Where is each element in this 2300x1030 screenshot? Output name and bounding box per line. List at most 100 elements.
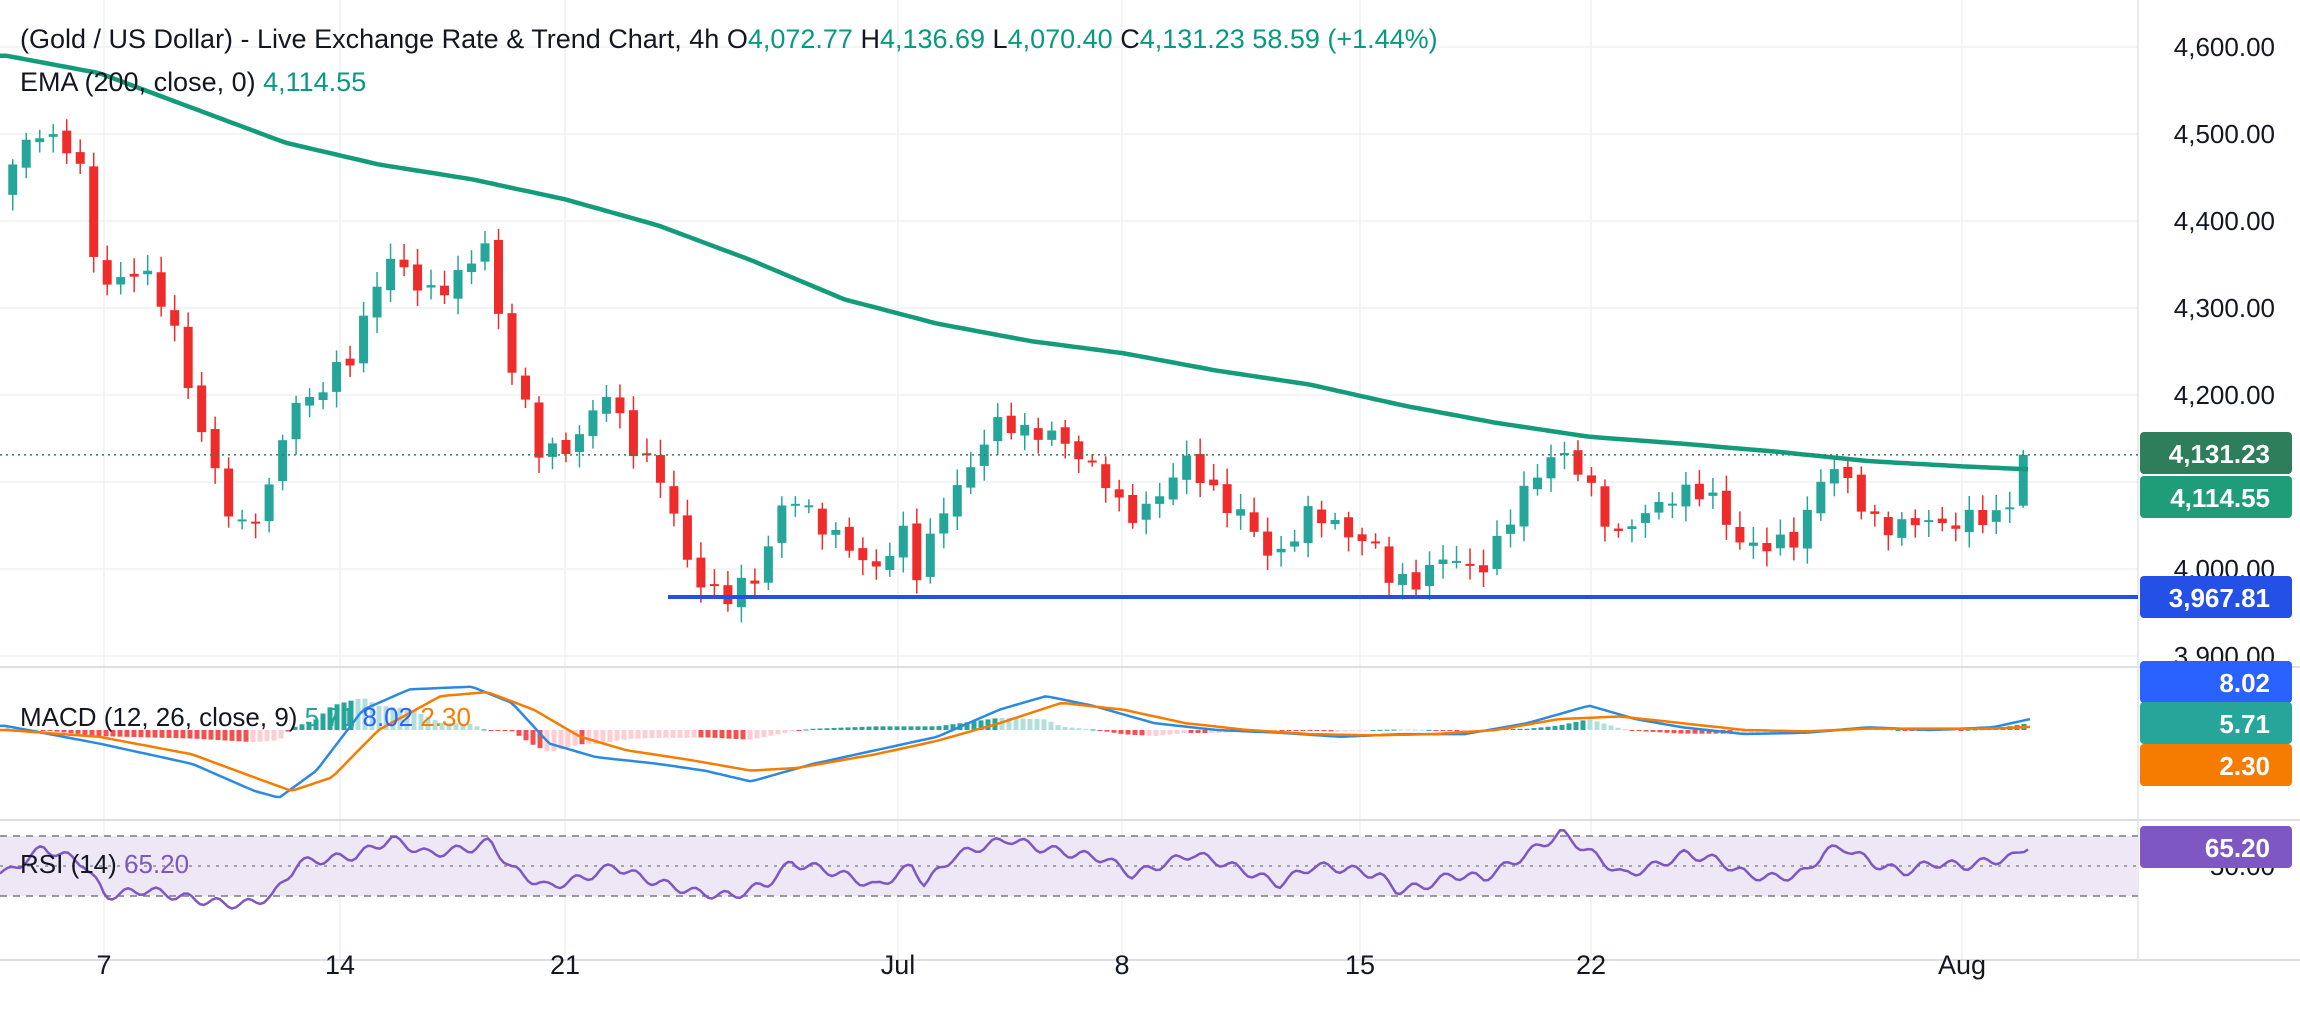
- macd-histogram-bar: [1405, 729, 1411, 731]
- candle-body: [561, 439, 571, 454]
- candle-body: [156, 272, 166, 307]
- support-price-tag: 3,967.81: [2169, 583, 2270, 613]
- macd-histogram-bar: [817, 728, 823, 730]
- candle-body: [170, 310, 180, 326]
- rsi-legend-value: 65.20: [124, 849, 189, 879]
- macd-histogram-bar: [61, 730, 67, 733]
- candle-body: [1532, 477, 1542, 490]
- candle-body: [507, 313, 517, 373]
- candle-body: [1425, 564, 1435, 587]
- candle-body: [709, 584, 719, 587]
- macd-histogram-bar: [369, 702, 375, 730]
- macd-histogram-bar: [775, 730, 781, 735]
- candle-body: [102, 260, 112, 285]
- candle-body: [1290, 541, 1300, 547]
- macd-histogram-bar: [635, 730, 641, 739]
- macd-histogram-bar: [383, 706, 389, 730]
- candle-body: [1006, 415, 1016, 434]
- candle-body: [1060, 427, 1070, 444]
- ema-200-line: [0, 53, 2029, 472]
- y-tick-label: 4,200.00: [2174, 380, 2275, 410]
- macd-histogram-bar: [943, 725, 949, 730]
- macd-histogram-bar: [341, 702, 347, 730]
- macd-histogram-bar: [1097, 730, 1103, 731]
- macd-histogram-bar: [1594, 721, 1600, 730]
- macd-legend: MACD (12, 26, close, 9) 5.71 8.02 2.30: [20, 702, 471, 732]
- macd-histogram-bar: [789, 730, 795, 732]
- macd-histogram-bar: [677, 730, 683, 738]
- macd-histogram-bar: [1090, 729, 1096, 731]
- macd-histogram-bar: [572, 730, 578, 746]
- macd-histogram-bar: [1692, 730, 1698, 734]
- macd-histogram-bar: [803, 729, 809, 731]
- macd-histogram-bar: [1958, 730, 1964, 731]
- macd-histogram-bar: [425, 716, 431, 730]
- macd-histogram-bar: [1083, 728, 1089, 730]
- macd-histogram-bar: [89, 730, 95, 736]
- macd-histogram-bar: [103, 730, 109, 737]
- macd-histogram-bar: [1111, 730, 1117, 733]
- macd-histogram-bar: [915, 726, 921, 730]
- macd-histogram-bar: [229, 730, 235, 741]
- candle-body: [1411, 572, 1421, 590]
- macd-histogram-bar: [838, 727, 844, 730]
- macd-histogram-bar: [1510, 728, 1516, 730]
- candle-body: [1573, 450, 1583, 475]
- open-label: O: [727, 24, 748, 54]
- candle-body: [1681, 484, 1691, 507]
- candle-body: [1209, 479, 1219, 486]
- macd-histogram-bar: [1398, 729, 1404, 731]
- macd-histogram-bar: [1426, 729, 1432, 731]
- candle-body: [642, 453, 652, 456]
- candle-body: [1222, 484, 1232, 514]
- last-price-tag-bg: [2140, 432, 2292, 474]
- macd-histogram-bar: [537, 730, 543, 749]
- candle-body: [399, 259, 409, 268]
- macd-histogram-bar: [852, 727, 858, 730]
- macd-histogram-bar: [334, 704, 340, 730]
- candle-body: [844, 526, 854, 551]
- macd-histogram-bar: [754, 730, 760, 739]
- candle-body: [264, 484, 274, 522]
- chart-title: (Gold / US Dollar) - Live Exchange Rate …: [20, 24, 727, 54]
- macd-histogram-bar: [306, 721, 312, 730]
- macd-histogram-bar: [1153, 730, 1159, 736]
- macd-histogram-bar: [96, 730, 102, 737]
- rsi-tag: 65.20: [2205, 833, 2270, 863]
- rsi-legend-label: RSI (14): [20, 849, 124, 879]
- chart-header: (Gold / US Dollar) - Live Exchange Rate …: [20, 24, 1438, 54]
- macd-histogram-bar: [404, 708, 410, 730]
- macd-signal-tag: 2.30: [2219, 751, 2270, 781]
- macd-histogram-bar: [418, 713, 424, 730]
- macd-histogram-bar: [1650, 730, 1656, 732]
- macd-histogram-bar: [1615, 727, 1621, 730]
- candle-body: [143, 270, 153, 275]
- macd-histogram-bar: [831, 727, 837, 730]
- macd-histogram-bar: [1734, 730, 1740, 734]
- candle-body: [359, 315, 369, 364]
- candle-body: [1087, 460, 1097, 463]
- macd-histogram-bar: [481, 729, 487, 731]
- macd-histogram-bar: [1195, 730, 1201, 734]
- macd-hist-tag: 5.71: [2219, 709, 2270, 739]
- candle-body: [966, 467, 976, 488]
- candle-body: [1910, 518, 1920, 526]
- macd-tag: 8.02: [2219, 668, 2270, 698]
- macd-histogram-bar: [1202, 730, 1208, 734]
- grid-lines: [0, 0, 2138, 960]
- macd-histogram-bar: [1041, 719, 1047, 730]
- candle-body: [89, 166, 99, 257]
- macd-hist-tag-bg: [2140, 702, 2292, 744]
- macd-histogram-bar: [250, 730, 256, 743]
- macd-histogram-bar: [208, 730, 214, 740]
- candle-body: [1694, 483, 1704, 500]
- open-value: 4,072.77: [748, 24, 861, 54]
- macd-histogram-bar: [1174, 730, 1180, 734]
- macd-histogram-bar: [649, 730, 655, 739]
- x-tick-label: 15: [1345, 950, 1375, 980]
- macd-histogram-bar: [1657, 730, 1663, 733]
- candle-body: [777, 505, 787, 543]
- macd-histogram-bar: [1741, 730, 1747, 734]
